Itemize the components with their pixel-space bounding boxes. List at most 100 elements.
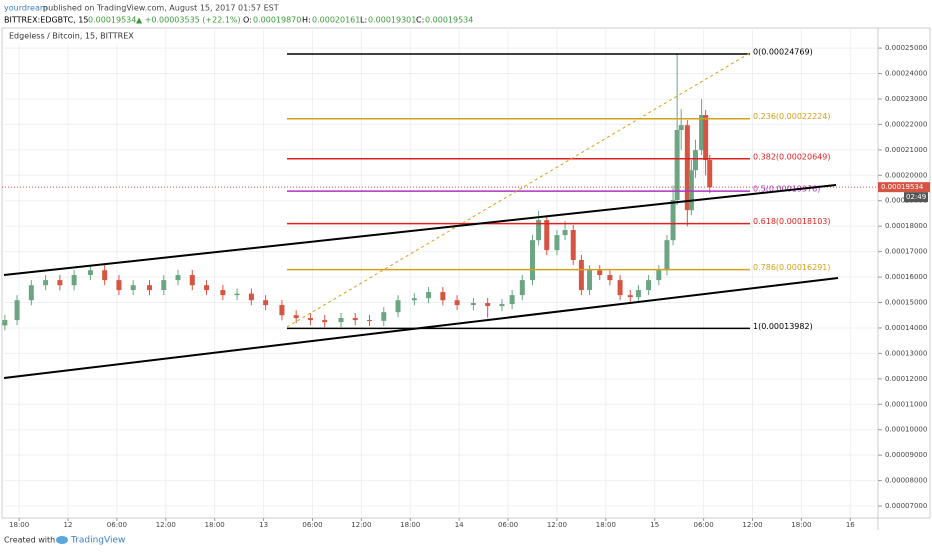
- candle-body: [338, 318, 344, 323]
- candle-body: [426, 292, 432, 299]
- y-tick-label: 0.00025000: [885, 44, 927, 52]
- candle-body: [470, 303, 476, 306]
- x-tick-label: 12:00: [156, 521, 176, 529]
- y-tick-label: 0.00017000: [885, 248, 927, 256]
- candle-body: [440, 292, 446, 301]
- candle-body: [684, 125, 690, 211]
- channel-upper: [3, 184, 837, 276]
- candle-body: [529, 240, 535, 281]
- candle-body: [263, 300, 269, 306]
- y-tick-label: 0.00012000: [885, 375, 927, 383]
- y-tick-label: 0.00009000: [885, 451, 927, 459]
- x-tick-label: 15: [650, 521, 659, 529]
- x-tick-label: 06:00: [107, 521, 127, 529]
- last-price-tag: [878, 182, 930, 193]
- y-tick-label: 0.00013000: [885, 349, 927, 357]
- fib-label: 1(0.00013982): [753, 322, 813, 331]
- candle-body: [627, 295, 633, 298]
- change: ▲ +0.00003535 (+22.1%): [136, 16, 241, 25]
- x-tick-label: 18:00: [400, 521, 420, 529]
- candle-body: [307, 318, 313, 321]
- candle-body: [454, 300, 460, 306]
- candle-body: [699, 115, 705, 151]
- y-tick-label: 0.00011000: [885, 400, 927, 408]
- candle-body: [28, 285, 34, 301]
- x-tick-label: 18:00: [791, 521, 811, 529]
- candle-body: [664, 240, 670, 271]
- candle-body: [381, 312, 387, 321]
- candle-body: [43, 280, 49, 286]
- x-tick-label: 18:00: [205, 521, 225, 529]
- last-price-label: 0.00019534: [881, 183, 924, 191]
- published: published on TradingView.com, August 15,…: [43, 4, 279, 13]
- candle-body: [499, 304, 505, 307]
- candle-body: [703, 115, 709, 161]
- logo: [56, 536, 68, 544]
- x-tick-label: 06:00: [694, 521, 714, 529]
- candle-body: [175, 275, 181, 281]
- footer-brand[interactable]: TradingView: [70, 536, 125, 546]
- candle-body: [87, 270, 93, 276]
- candle-body: [293, 315, 299, 319]
- fib-label: 0.236(0.00022224): [753, 112, 831, 121]
- candle-body: [234, 293, 240, 296]
- candle-body: [367, 320, 373, 322]
- y-tick-label: 0.00010000: [885, 426, 927, 434]
- candle-body: [519, 280, 525, 296]
- channel-lower: [3, 277, 839, 379]
- candle-body: [116, 280, 122, 291]
- footer-created: Created with: [4, 536, 55, 545]
- author[interactable]: yourdream: [4, 4, 48, 13]
- y-tick-label: 0.00023000: [885, 95, 927, 103]
- y-tick-label: 0.00008000: [885, 477, 927, 485]
- y-tick-label: 0.00018000: [885, 222, 927, 230]
- l-value: 0.00019301: [368, 16, 416, 25]
- o-value: 0.00019870: [253, 16, 301, 25]
- candle-body: [71, 275, 77, 286]
- candle-body: [536, 220, 542, 241]
- y-tick-label: 0.00015000: [885, 299, 927, 307]
- candle-body: [102, 270, 108, 281]
- x-tick-label: 16: [846, 521, 855, 529]
- candle-body: [678, 125, 684, 131]
- candle-body: [322, 320, 328, 323]
- candle-body: [130, 285, 136, 291]
- y-tick-label: 0.00016000: [885, 273, 927, 281]
- y-tick-label: 0.00022000: [885, 120, 927, 128]
- candle-body: [570, 230, 576, 261]
- candle-body: [395, 300, 401, 313]
- y-tick-label: 0.00021000: [885, 146, 927, 154]
- y-tick-label: 0.00024000: [885, 70, 927, 78]
- x-tick-label: 06:00: [302, 521, 322, 529]
- candle-body: [635, 290, 641, 298]
- o-label: O:: [243, 16, 252, 25]
- symbol: BITTREX:EDGBTC, 15: [4, 16, 88, 25]
- legend-bg: [6, 29, 126, 43]
- x-tick-label: 06:00: [498, 521, 518, 529]
- x-tick-label: 12:00: [351, 521, 371, 529]
- candle-body: [587, 270, 593, 291]
- candle-body: [189, 275, 195, 286]
- countdown-label: 02:49: [906, 193, 926, 201]
- candle-body: [220, 290, 226, 296]
- candle-body: [509, 295, 515, 305]
- x-tick-label: 12: [64, 521, 73, 529]
- x-tick-label: 12:00: [547, 521, 567, 529]
- candle-body: [674, 130, 680, 200]
- candle-body: [597, 270, 603, 276]
- h-label: H:: [302, 16, 311, 25]
- candle-body: [485, 303, 491, 307]
- candle-body: [14, 300, 20, 321]
- chart-title: Edgeless / Bitcoin, 15, BITTREX: [9, 32, 134, 41]
- fib-label: 0.5(0.00019376): [753, 185, 820, 194]
- last: 0.00019534: [88, 16, 136, 25]
- y-tick-label: 0.00007000: [885, 502, 927, 510]
- candle-body: [57, 280, 63, 286]
- y-tick-label: 0.00020000: [885, 171, 927, 179]
- x-tick-label: 18:00: [596, 521, 616, 529]
- candle-body: [554, 235, 560, 251]
- c-value: 0.00019534: [425, 16, 473, 25]
- fib-label: 0.382(0.00020649): [753, 152, 831, 161]
